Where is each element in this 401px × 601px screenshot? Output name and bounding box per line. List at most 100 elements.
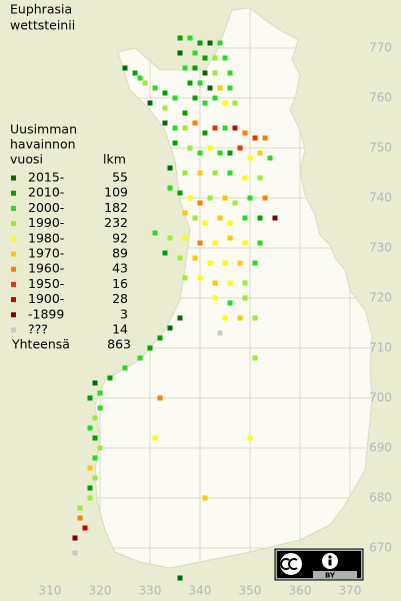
observation-square	[107, 375, 113, 381]
observation-square	[197, 200, 203, 206]
observation-square	[242, 175, 248, 181]
observation-square	[87, 495, 93, 501]
legend-swatch	[11, 175, 16, 181]
y-tick-label: 710	[369, 341, 392, 355]
y-tick-label: 750	[369, 141, 392, 155]
observation-square	[212, 280, 218, 286]
y-tick-label: 730	[369, 241, 392, 255]
observation-square	[192, 50, 198, 56]
observation-square	[82, 525, 88, 531]
x-tick-label: 350	[239, 584, 262, 598]
observation-square	[152, 230, 158, 236]
legend-label: 2010-	[28, 185, 64, 200]
observation-square	[217, 40, 223, 46]
observation-square	[227, 170, 233, 176]
observation-square	[197, 80, 203, 86]
observation-square	[247, 435, 253, 441]
legend-label: 1900-	[28, 291, 64, 306]
observation-square	[177, 50, 183, 56]
total-count: 863	[107, 337, 131, 352]
observation-square	[202, 55, 208, 61]
observation-square	[192, 215, 198, 221]
legend-header: Uusimman	[10, 122, 77, 137]
observation-square	[187, 195, 193, 201]
observation-square	[77, 505, 83, 511]
squares	[72, 35, 278, 581]
observation-square	[212, 70, 218, 76]
observation-square	[242, 240, 248, 246]
observation-square	[97, 445, 103, 451]
observation-square	[177, 35, 183, 41]
cc-badge: BY	[274, 548, 364, 581]
observation-square	[252, 135, 258, 141]
observation-square	[92, 415, 98, 421]
x-tick-label: 310	[39, 584, 62, 598]
observation-square	[257, 240, 263, 246]
legend-swatch	[11, 236, 16, 242]
observation-square	[212, 240, 218, 246]
observation-square	[177, 575, 183, 581]
observation-square	[227, 220, 233, 226]
observation-square	[72, 550, 78, 556]
legend-count: 16	[112, 276, 128, 291]
legend-count-header: lkm	[103, 152, 126, 167]
observation-square	[92, 455, 98, 461]
observation-square	[192, 255, 198, 261]
legend-count: 55	[112, 170, 128, 185]
observation-square	[197, 170, 203, 176]
total-label: Yhteensä	[11, 337, 70, 352]
observation-square	[162, 250, 168, 256]
observation-square	[207, 40, 213, 46]
observation-square	[182, 210, 188, 216]
observation-square	[207, 260, 213, 266]
observation-square	[247, 195, 253, 201]
legend-swatch	[11, 327, 16, 333]
observation-square	[177, 255, 183, 261]
legend-count: 182	[104, 200, 128, 215]
legend-count: 43	[112, 261, 128, 276]
observation-square	[237, 145, 243, 151]
y-tick-label: 670	[369, 541, 392, 555]
legend-count: 109	[104, 185, 128, 200]
observation-square	[187, 145, 193, 151]
observation-square	[202, 130, 208, 136]
legend-label: 1960-	[28, 261, 64, 276]
observation-square	[227, 235, 233, 241]
legend-label: 1980-	[28, 230, 64, 245]
observation-square	[217, 330, 223, 336]
observation-square	[167, 185, 173, 191]
x-tick-label: 360	[289, 584, 312, 598]
y-tick-label: 760	[369, 91, 392, 105]
observation-square	[237, 315, 243, 321]
observation-square	[97, 390, 103, 396]
observation-square	[187, 80, 193, 86]
observation-square	[202, 220, 208, 226]
observation-square	[207, 145, 213, 151]
observation-square	[197, 240, 203, 246]
legend-header: vuosi	[10, 152, 43, 167]
observation-square	[252, 355, 258, 361]
observation-square	[202, 495, 208, 501]
legend-swatch	[11, 221, 16, 227]
observation-square	[197, 150, 203, 156]
observation-square	[217, 85, 223, 91]
observation-square	[182, 170, 188, 176]
legend-swatch	[11, 297, 16, 303]
y-tick-label: 770	[369, 41, 392, 55]
observation-square	[242, 295, 248, 301]
observation-square	[222, 315, 228, 321]
legend-swatch	[11, 205, 16, 211]
observation-square	[252, 260, 258, 266]
legend-label: 1970-	[28, 246, 64, 261]
x-tick-label: 330	[139, 584, 162, 598]
observation-square	[167, 325, 173, 331]
observation-square	[227, 300, 233, 306]
observation-square	[222, 195, 228, 201]
observation-square	[197, 40, 203, 46]
x-tick-label: 320	[89, 584, 112, 598]
observation-square	[257, 215, 263, 221]
legend-count: 14	[112, 322, 128, 337]
y-tick-label: 690	[369, 441, 392, 455]
legend-count: 28	[112, 291, 128, 306]
